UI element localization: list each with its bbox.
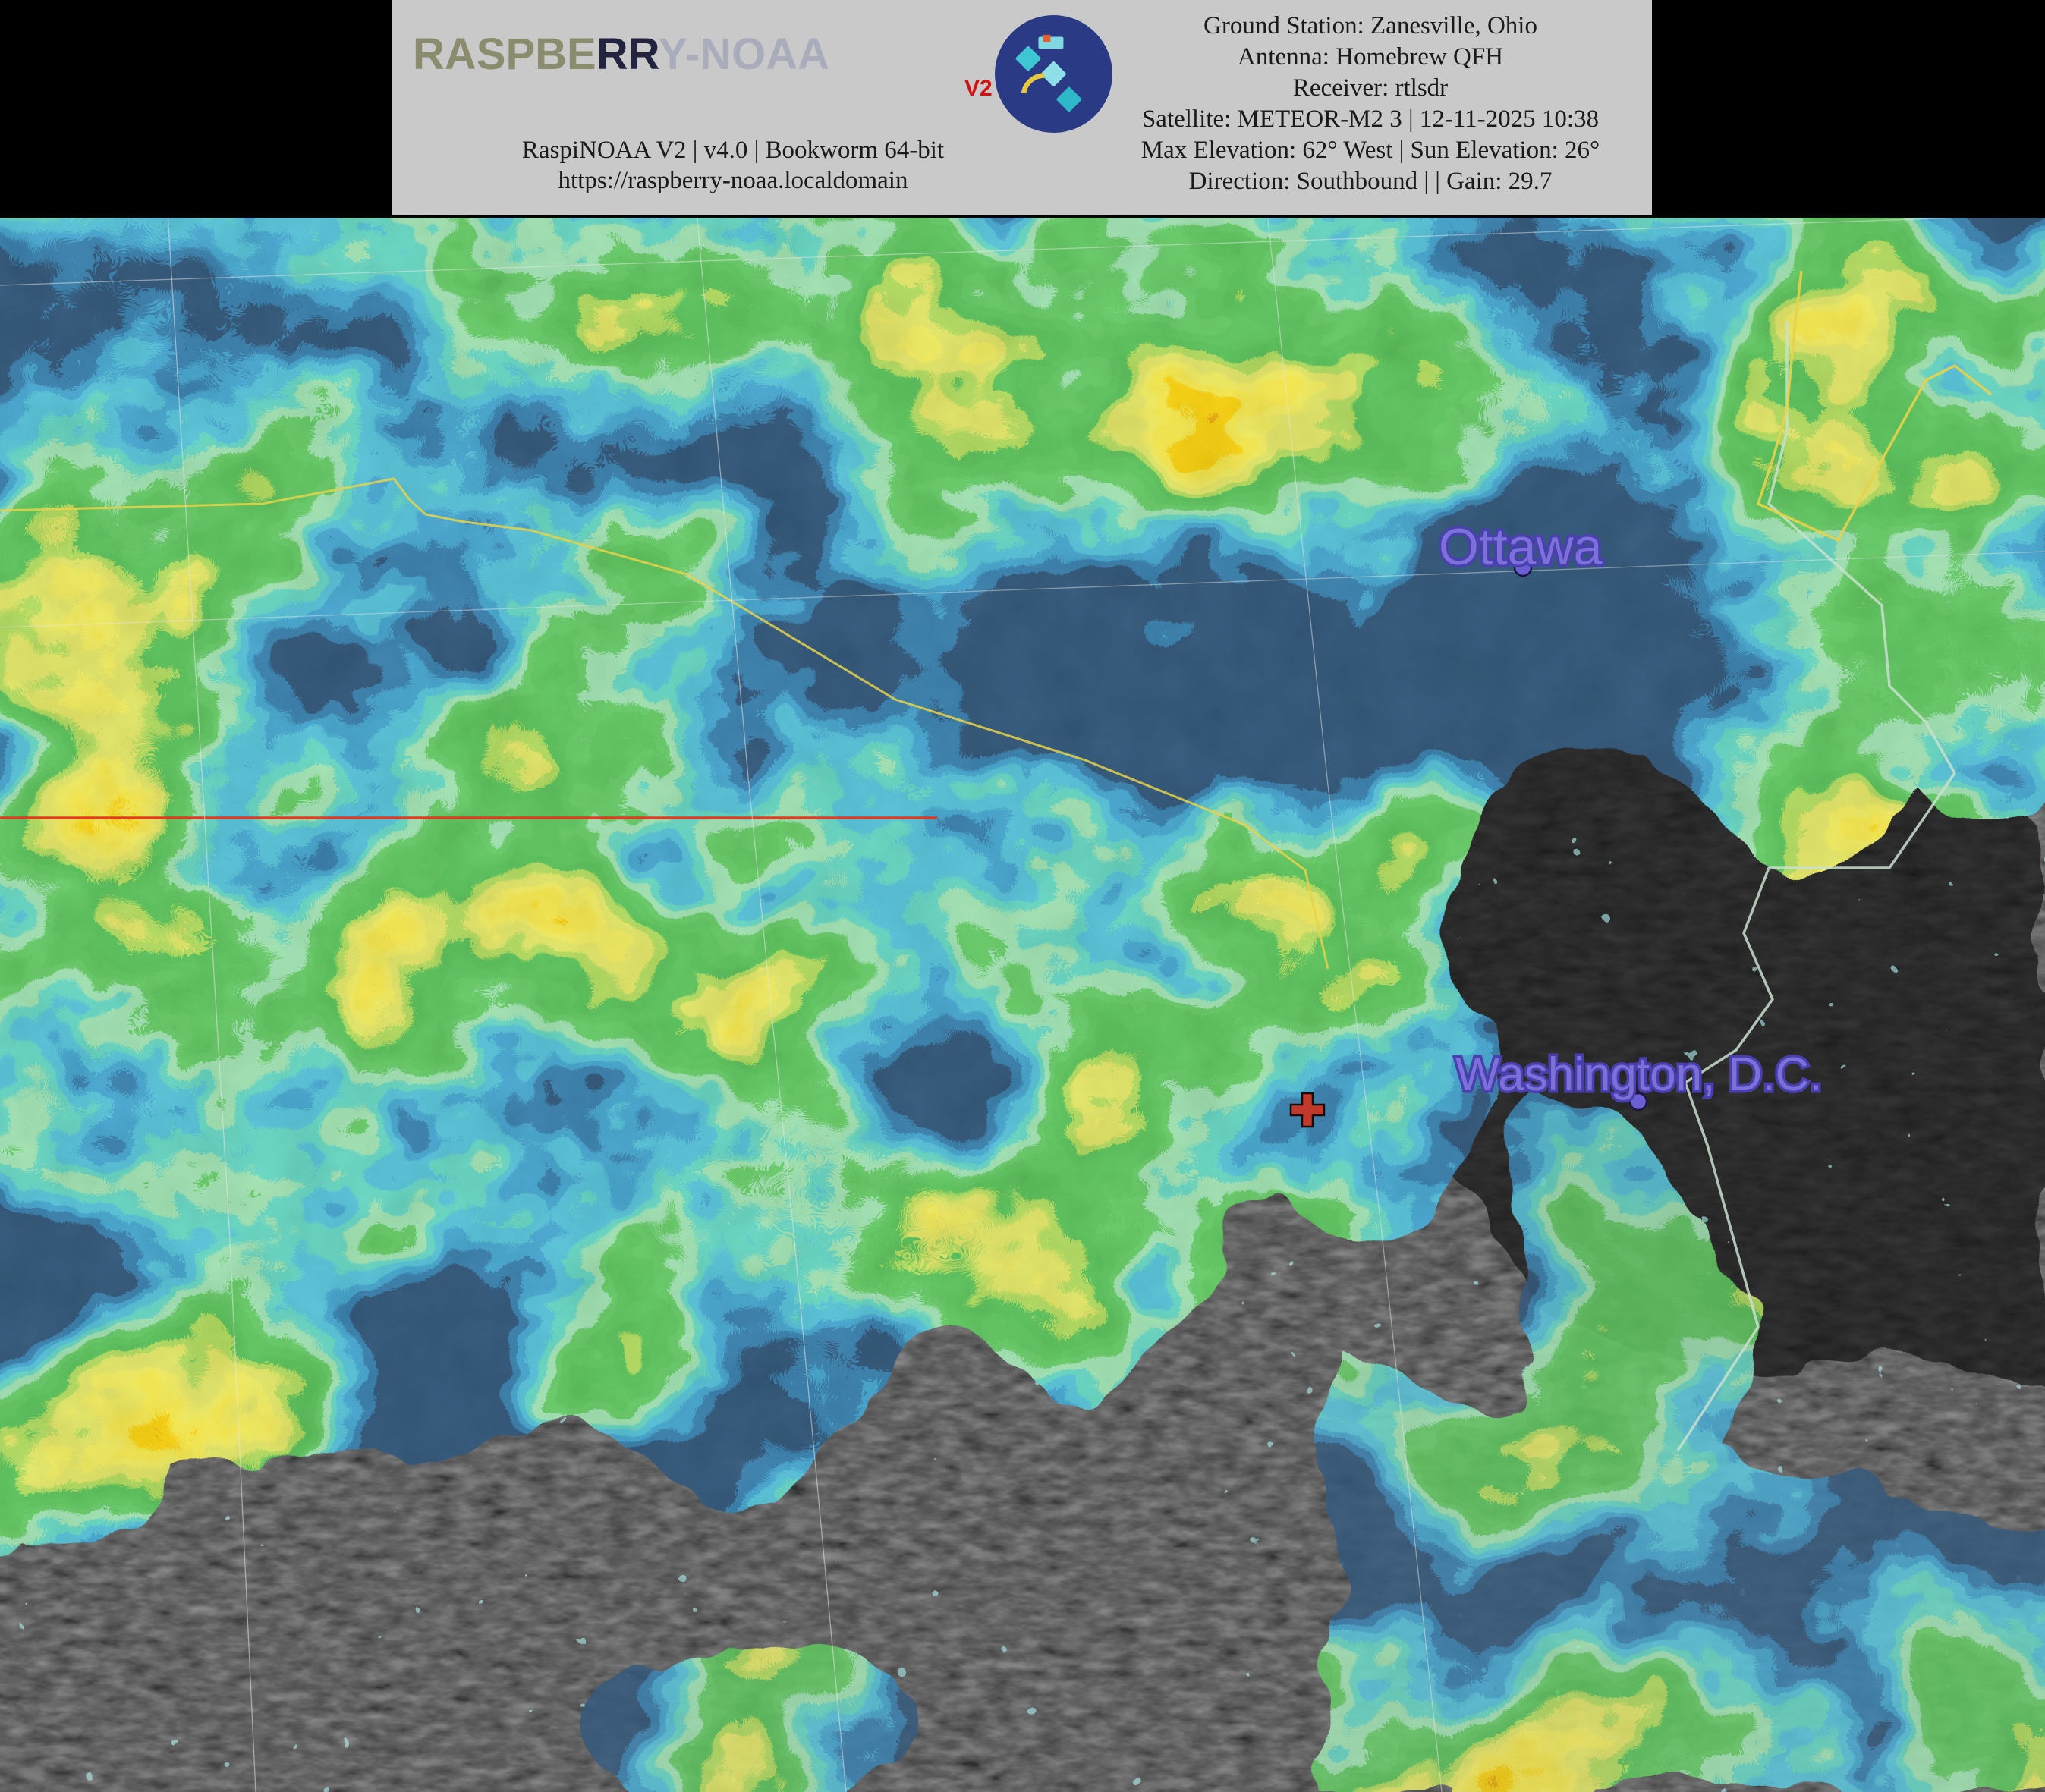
svg-text:Washington, D.C.: Washington, D.C. — [1455, 1048, 1823, 1101]
svg-text:Ottawa: Ottawa — [1439, 518, 1603, 576]
